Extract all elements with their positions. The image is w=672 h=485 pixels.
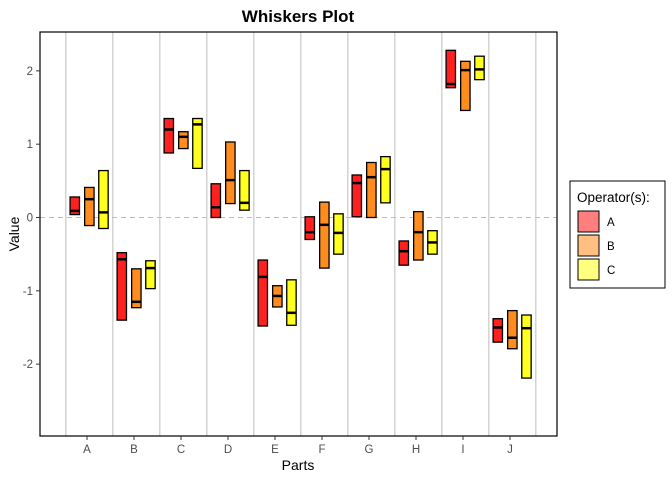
x-tick-label-F: F [318, 444, 325, 456]
x-tick-label-J: J [507, 444, 513, 456]
y-tick-label: -1 [23, 286, 33, 298]
box-B-F [318, 201, 330, 269]
y-axis-label: Value [6, 216, 22, 251]
box-C-I [474, 55, 485, 81]
x-tick-label-C: C [177, 444, 185, 456]
legend-label-B: B [607, 241, 615, 253]
box-C-B [145, 260, 156, 290]
box-B-J [506, 309, 518, 350]
y-tick-label: 2 [27, 66, 33, 78]
box-C-C [192, 117, 203, 170]
box-C-E [286, 279, 297, 326]
box-A-H [398, 240, 410, 266]
chart-title: Whiskers Plot [242, 7, 355, 26]
box-A-C [163, 117, 175, 154]
box-A-A [69, 196, 81, 216]
legend-key-C [577, 258, 600, 281]
x-tick-label-B: B [130, 444, 138, 456]
box-B-A [84, 186, 95, 227]
box-C-J [521, 314, 532, 379]
box-B-D [224, 141, 236, 205]
box-A-I [445, 49, 457, 89]
x-tick-label-I: I [461, 444, 464, 456]
box-A-E [257, 259, 269, 327]
box-A-B [116, 252, 128, 321]
legend-key-A [577, 210, 600, 233]
x-tick-label-E: E [271, 444, 279, 456]
box-B-B [130, 268, 142, 309]
box-A-F [304, 216, 316, 241]
box-C-G [380, 155, 391, 204]
plot-area: -2 -1 0 1 2 A B C D E F G H I J [23, 31, 558, 456]
box-A-J [492, 318, 504, 343]
box-B-G [365, 161, 377, 219]
x-tick-label-A: A [83, 444, 91, 456]
legend-key-B [577, 234, 600, 257]
y-tick-label: 0 [27, 213, 33, 225]
box-B-C [177, 131, 189, 150]
x-tick-label-G: G [365, 444, 374, 456]
box-A-G [351, 174, 363, 218]
legend-label-A: A [607, 217, 615, 229]
box-A-D [210, 183, 222, 219]
x-axis-label: Parts [282, 457, 315, 473]
legend-title: Operator(s): [577, 190, 650, 205]
legend-label-C: C [607, 265, 615, 277]
plot-background [40, 32, 557, 436]
box-B-H [412, 210, 424, 261]
x-tick-label-H: H [412, 444, 420, 456]
box-B-I [459, 60, 471, 112]
y-tick-label: -2 [23, 359, 33, 371]
plot-border [39, 31, 558, 437]
box-C-D [239, 169, 250, 211]
x-tick-label-D: D [224, 444, 232, 456]
y-tick-label: 1 [27, 139, 33, 151]
legend: Operator(s): ABC [569, 180, 666, 289]
box-C-A [98, 169, 109, 230]
